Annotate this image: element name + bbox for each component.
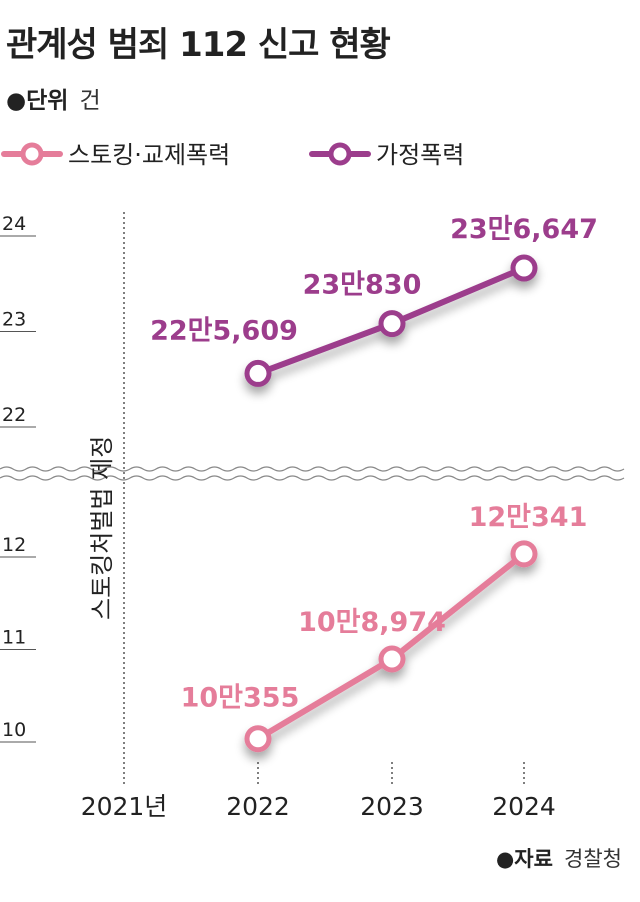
- source-label: ●자료: [496, 847, 553, 871]
- unit-value: 건: [79, 88, 100, 114]
- axis-break-line: [0, 475, 625, 481]
- series-group: [244, 540, 538, 753]
- y-tick-label: 12: [2, 534, 26, 556]
- legend-item-domestic: 가정폭력: [309, 141, 464, 169]
- y-tick-label: 23: [2, 309, 26, 331]
- data-label: 12만341: [469, 502, 588, 533]
- axis-break-line: [0, 466, 625, 472]
- data-point: [510, 540, 538, 568]
- data-label: 10만355: [181, 683, 300, 714]
- data-label: 23만830: [303, 270, 422, 301]
- x-tick-label: 2021년: [81, 792, 168, 821]
- y-tick-label: 22: [2, 404, 26, 426]
- data-label: 23만6,647: [450, 214, 598, 245]
- legend-marker-domestic: [328, 142, 352, 166]
- legend-label-stalking: 스토킹·교제폭력: [68, 141, 230, 169]
- x-tick-label: 2022: [226, 792, 290, 821]
- x-tick-label: 2023: [360, 792, 424, 821]
- legend-label-domestic: 가정폭력: [376, 141, 464, 169]
- y-tick-label: 10: [2, 719, 26, 741]
- source-value: 경찰청: [564, 847, 622, 871]
- data-point: [244, 359, 272, 387]
- legend-item-stalking: 스토킹·교제폭력: [1, 141, 230, 169]
- x-tick-label: 2024: [492, 792, 556, 821]
- annotation-law-enactment: 스토킹처벌법 제정: [88, 436, 116, 620]
- y-tick-label: 11: [2, 627, 26, 649]
- series-group: [244, 254, 538, 387]
- source-note: ●자료 경찰청: [496, 847, 622, 871]
- data-point: [378, 645, 406, 673]
- data-point: [378, 310, 406, 338]
- data-point: [244, 725, 272, 753]
- plot-area: 24 23 22 12 11 10 2021년 2022 2023 2024 10만355 10만8,…: [0, 212, 625, 821]
- unit-note: ●단위 건: [6, 88, 101, 114]
- data-label: 10만8,974: [298, 607, 446, 638]
- data-point: [510, 254, 538, 282]
- data-label: 22만5,609: [150, 315, 298, 346]
- chart-title: 관계성 범죄 112 신고 현황: [6, 25, 391, 65]
- legend: 스토킹·교제폭력 가정폭력: [1, 141, 464, 169]
- legend-marker-stalking: [20, 142, 44, 166]
- y-tick-label: 24: [2, 213, 26, 235]
- unit-label: ●단위: [6, 88, 68, 114]
